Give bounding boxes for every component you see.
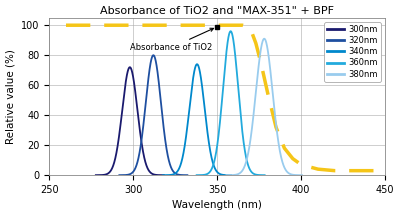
Text: Absorbance of TiO2: Absorbance of TiO2 (130, 28, 214, 52)
Legend: 300nm, 320nm, 340nm, 360nm, 380nm: 300nm, 320nm, 340nm, 360nm, 380nm (324, 22, 381, 82)
Y-axis label: Relative value (%): Relative value (%) (6, 49, 16, 144)
X-axis label: Wavelength (nm): Wavelength (nm) (172, 200, 262, 210)
Title: Absorbance of TiO2 and "MAX-351" + BPF: Absorbance of TiO2 and "MAX-351" + BPF (100, 6, 334, 16)
